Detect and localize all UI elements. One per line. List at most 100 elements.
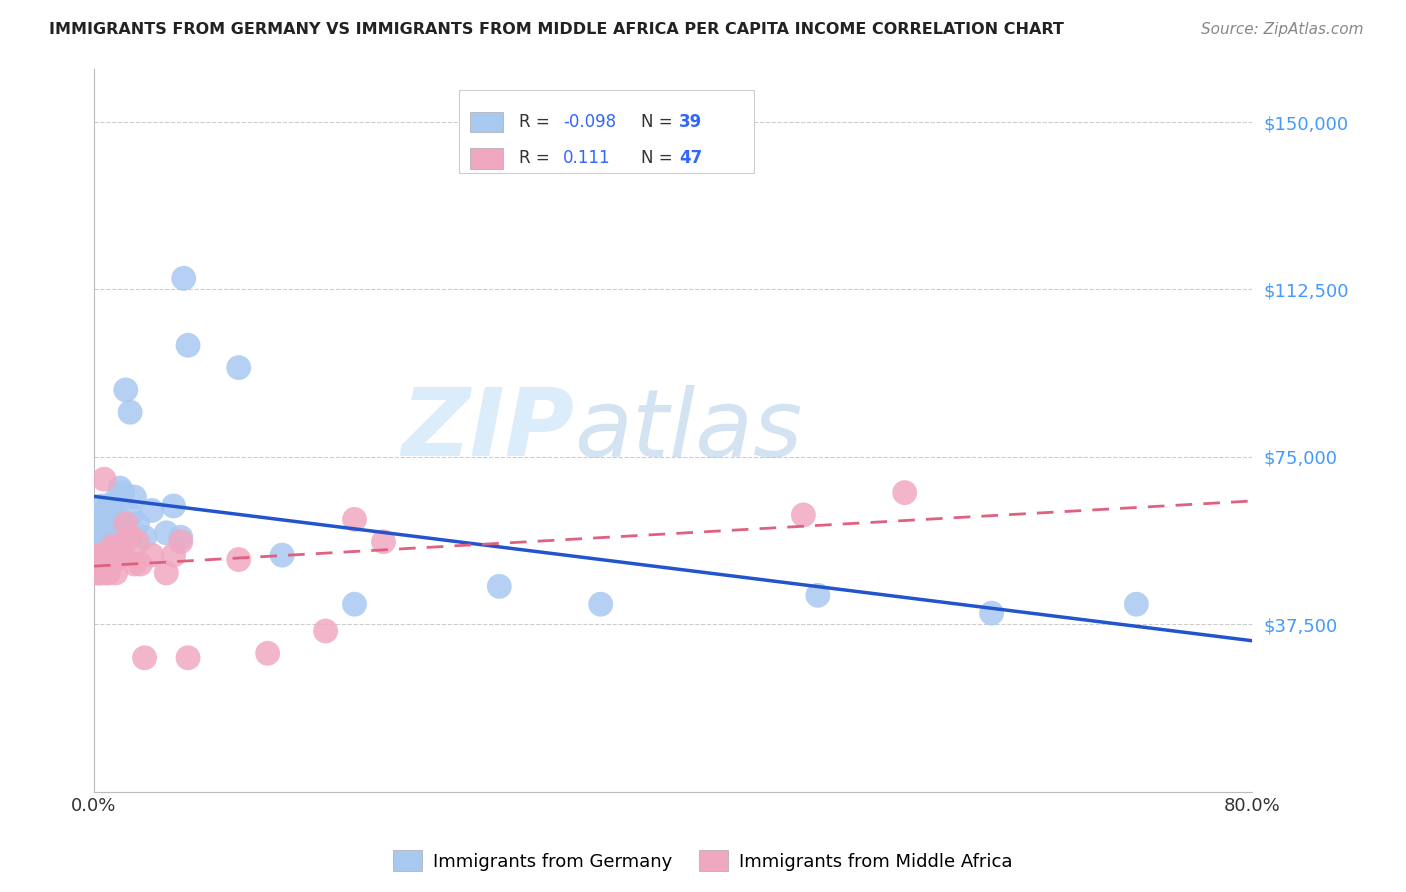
- Point: [120, 405, 142, 419]
- FancyBboxPatch shape: [471, 112, 503, 132]
- Point: [90, 499, 112, 513]
- Point: [94, 508, 117, 522]
- Point: [100, 557, 122, 571]
- Point: [108, 481, 131, 495]
- Point: [141, 503, 163, 517]
- Point: [111, 485, 134, 500]
- Point: [87, 561, 110, 575]
- Point: [84, 566, 107, 580]
- Point: [86, 516, 108, 531]
- Text: -0.098: -0.098: [562, 112, 616, 131]
- Point: [97, 499, 120, 513]
- Point: [97, 525, 120, 540]
- Point: [315, 624, 337, 638]
- Point: [94, 566, 117, 580]
- Point: [893, 485, 915, 500]
- Point: [589, 597, 612, 611]
- Point: [94, 548, 117, 562]
- Point: [1125, 597, 1147, 611]
- Text: Source: ZipAtlas.com: Source: ZipAtlas.com: [1201, 22, 1364, 37]
- Point: [134, 650, 156, 665]
- Text: R =: R =: [519, 150, 555, 168]
- Legend: Immigrants from Germany, Immigrants from Middle Africa: Immigrants from Germany, Immigrants from…: [387, 843, 1019, 879]
- Text: N =: N =: [641, 112, 678, 131]
- Point: [101, 539, 124, 553]
- Point: [256, 646, 278, 660]
- Text: atlas: atlas: [575, 384, 803, 475]
- Point: [96, 516, 118, 531]
- Point: [177, 338, 200, 352]
- Point: [228, 360, 250, 375]
- Point: [980, 606, 1002, 620]
- Point: [373, 534, 395, 549]
- Point: [271, 548, 294, 562]
- Point: [807, 588, 830, 602]
- Point: [177, 650, 200, 665]
- Point: [124, 557, 146, 571]
- Point: [104, 566, 127, 580]
- Point: [93, 530, 115, 544]
- Point: [91, 508, 114, 522]
- Point: [127, 534, 149, 549]
- Point: [93, 557, 115, 571]
- Point: [105, 508, 128, 522]
- Point: [87, 548, 110, 562]
- Point: [120, 530, 142, 544]
- Point: [84, 552, 107, 566]
- Point: [87, 525, 110, 540]
- FancyBboxPatch shape: [458, 90, 754, 173]
- Point: [155, 525, 177, 540]
- Point: [93, 472, 115, 486]
- Point: [228, 552, 250, 566]
- Point: [103, 494, 125, 508]
- Point: [87, 566, 110, 580]
- Point: [343, 512, 366, 526]
- Point: [91, 521, 114, 535]
- Point: [89, 566, 111, 580]
- Point: [89, 530, 111, 544]
- Text: 0.111: 0.111: [562, 150, 610, 168]
- Point: [155, 566, 177, 580]
- Point: [170, 530, 193, 544]
- Point: [100, 516, 122, 531]
- Point: [91, 557, 114, 571]
- Text: ZIP: ZIP: [402, 384, 575, 476]
- Point: [90, 566, 112, 580]
- Point: [162, 499, 184, 513]
- Point: [89, 548, 111, 562]
- Point: [173, 271, 195, 285]
- Point: [90, 548, 112, 562]
- Point: [108, 548, 131, 562]
- Point: [84, 530, 107, 544]
- Point: [97, 566, 120, 580]
- Point: [488, 579, 510, 593]
- Point: [111, 548, 134, 562]
- Point: [89, 516, 111, 531]
- Point: [162, 548, 184, 562]
- Point: [792, 508, 814, 522]
- Point: [124, 490, 146, 504]
- Text: 47: 47: [679, 150, 702, 168]
- Text: R =: R =: [519, 112, 555, 131]
- Point: [104, 548, 127, 562]
- Point: [343, 597, 366, 611]
- Point: [96, 557, 118, 571]
- Point: [97, 548, 120, 562]
- Point: [134, 530, 156, 544]
- Point: [141, 548, 163, 562]
- FancyBboxPatch shape: [471, 148, 503, 169]
- Point: [170, 534, 193, 549]
- Point: [90, 557, 112, 571]
- Point: [129, 557, 152, 571]
- Point: [120, 508, 142, 522]
- Point: [98, 557, 121, 571]
- Text: 39: 39: [679, 112, 702, 131]
- Point: [107, 539, 129, 553]
- Point: [91, 548, 114, 562]
- Point: [90, 534, 112, 549]
- Text: N =: N =: [641, 150, 678, 168]
- Point: [114, 516, 136, 531]
- Point: [86, 557, 108, 571]
- Point: [114, 383, 136, 397]
- Point: [86, 561, 108, 575]
